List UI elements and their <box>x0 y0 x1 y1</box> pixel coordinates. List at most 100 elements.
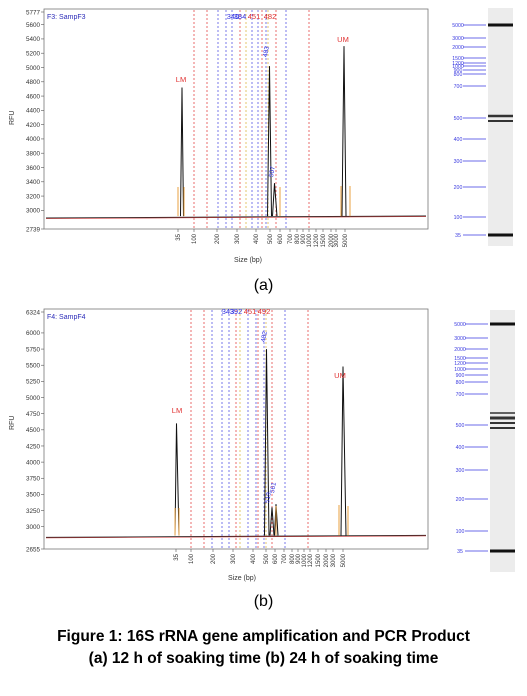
y-tick-label: 2655 <box>26 546 41 553</box>
y-tick-label: 5500 <box>26 363 41 370</box>
ladder-label: 300 <box>456 468 465 474</box>
peak-label: 492 <box>258 307 271 316</box>
ladder-label: 1500 <box>454 356 466 362</box>
y-tick-label: 5750 <box>26 346 41 353</box>
x-tick-label: 200 <box>215 233 221 244</box>
gel-background-a <box>488 8 513 246</box>
x-tick-label: 900 <box>301 233 307 244</box>
y-tick-label: 5000 <box>26 395 41 402</box>
ladder-label: 700 <box>454 84 463 90</box>
ladder-label: 900 <box>454 68 463 74</box>
trace-peak <box>272 183 278 217</box>
x-tick-label: 1200 <box>314 233 320 247</box>
x-tick-label: 2000 <box>324 553 330 567</box>
caption-line-1: Figure 1: 16S rRNA gene amplification an… <box>57 628 470 645</box>
panel-label-b: (b) <box>253 593 274 610</box>
ladder-label: 3000 <box>454 336 466 342</box>
sample-band <box>490 427 515 429</box>
ladder-label: 800 <box>456 380 465 386</box>
lower-marker-band <box>488 233 513 237</box>
peak-label: 483 <box>262 45 271 57</box>
sample-label-b: F4: SampF4 <box>47 314 86 321</box>
y-tick-label: 3200 <box>26 193 41 200</box>
peak-label: 451 <box>244 307 257 316</box>
peak-label: LM <box>176 75 186 84</box>
x-axis-b: 35 100 200 300 400 500 600 700 800 900 1000 1200 150… <box>174 549 347 567</box>
trace-peak <box>180 87 184 217</box>
peak-label: 343 <box>222 307 235 316</box>
y-axis-b: 6324 6000 5750 5500 5250 5000 4750 4500 4250 4000… <box>26 309 44 553</box>
ladder-label: 2000 <box>452 45 464 51</box>
y-axis-a: 5777 5600 5400 5200 5000 4800 4600 4400 4200 4000… <box>26 9 44 233</box>
ladder-label: 500 <box>454 116 463 122</box>
y-tick-label: 5400 <box>26 36 41 43</box>
caption-line-2: (a) 12 h of soaking time (b) 24 h of soa… <box>88 650 439 667</box>
y-tick-label: 3800 <box>26 151 41 158</box>
xlabel-b: Size (bp) <box>228 575 256 582</box>
peak-label: UM <box>337 35 349 44</box>
x-tick-label: 900 <box>296 553 302 564</box>
y-tick-label: 3400 <box>26 179 41 186</box>
y-tick-label: 3000 <box>26 524 41 531</box>
trace-a <box>45 46 427 219</box>
trace-peak <box>264 349 270 536</box>
ladder-label: 35 <box>457 549 463 555</box>
ladder-label: 5000 <box>454 322 466 328</box>
x-tick-label: 5000 <box>341 553 347 567</box>
y-tick-label: 6000 <box>26 330 41 337</box>
trace-baseline <box>45 534 427 538</box>
x-tick-label: 100 <box>192 233 198 244</box>
ylabel-a: RFU <box>9 111 16 125</box>
peak-label: 392 <box>230 307 243 316</box>
y-tick-label: 4250 <box>26 443 41 450</box>
peak-label: UM <box>334 371 346 380</box>
ladder-label: 400 <box>454 137 463 143</box>
x-tick-label: 3000 <box>331 553 337 567</box>
trace-peak <box>269 507 275 536</box>
ladder-label: 1000 <box>452 64 464 70</box>
figure-caption: Figure 1: 16S rRNA gene amplification an… <box>0 626 527 670</box>
xlabel-a: Size (bp) <box>234 257 262 264</box>
x-tick-label: 1000 <box>302 553 308 567</box>
sample-band <box>490 412 515 414</box>
x-tick-label: 800 <box>295 233 301 244</box>
trace-fit-line <box>45 535 427 539</box>
y-tick-label: 4000 <box>26 136 41 143</box>
trace-peak <box>174 423 180 536</box>
ladder-label: 200 <box>454 185 463 191</box>
sample-label-a: F3: SampF3 <box>47 14 86 21</box>
y-tick-label: 2739 <box>26 226 41 233</box>
ladder-label: 900 <box>456 373 465 379</box>
x-tick-label: 400 <box>251 553 257 564</box>
y-tick-label: 3750 <box>26 476 41 483</box>
peak-label: LM <box>172 406 182 415</box>
peak-label: 384 <box>234 12 247 21</box>
y-tick-label: 5600 <box>26 22 41 29</box>
ladder-label: 1200 <box>454 361 466 367</box>
plot-area-b <box>43 308 429 550</box>
x-tick-label: 100 <box>189 553 195 564</box>
y-tick-label: 3600 <box>26 165 41 172</box>
ladder-label: 5000 <box>452 23 464 29</box>
y-tick-label: 4800 <box>26 79 41 86</box>
peak-label: 340 <box>227 12 240 21</box>
y-tick-label: 3000 <box>26 208 41 215</box>
ladder-label: 700 <box>456 392 465 398</box>
y-tick-label: 4750 <box>26 411 41 418</box>
trace-fit-line <box>45 216 427 219</box>
x-tick-label: 600 <box>273 553 279 564</box>
lower-marker-band <box>490 549 515 553</box>
trace-peak <box>267 66 272 217</box>
x-tick-label: 700 <box>282 553 288 564</box>
ladder-label: 200 <box>456 497 465 503</box>
x-axis-a: 35 100 200 300 400 500 600 700 800 900 1000 1200 150… <box>176 229 349 247</box>
ladder-label: 2000 <box>454 347 466 353</box>
x-tick-label: 700 <box>288 233 294 244</box>
trace-peak <box>340 366 347 536</box>
peak-label: 561 <box>269 481 278 493</box>
